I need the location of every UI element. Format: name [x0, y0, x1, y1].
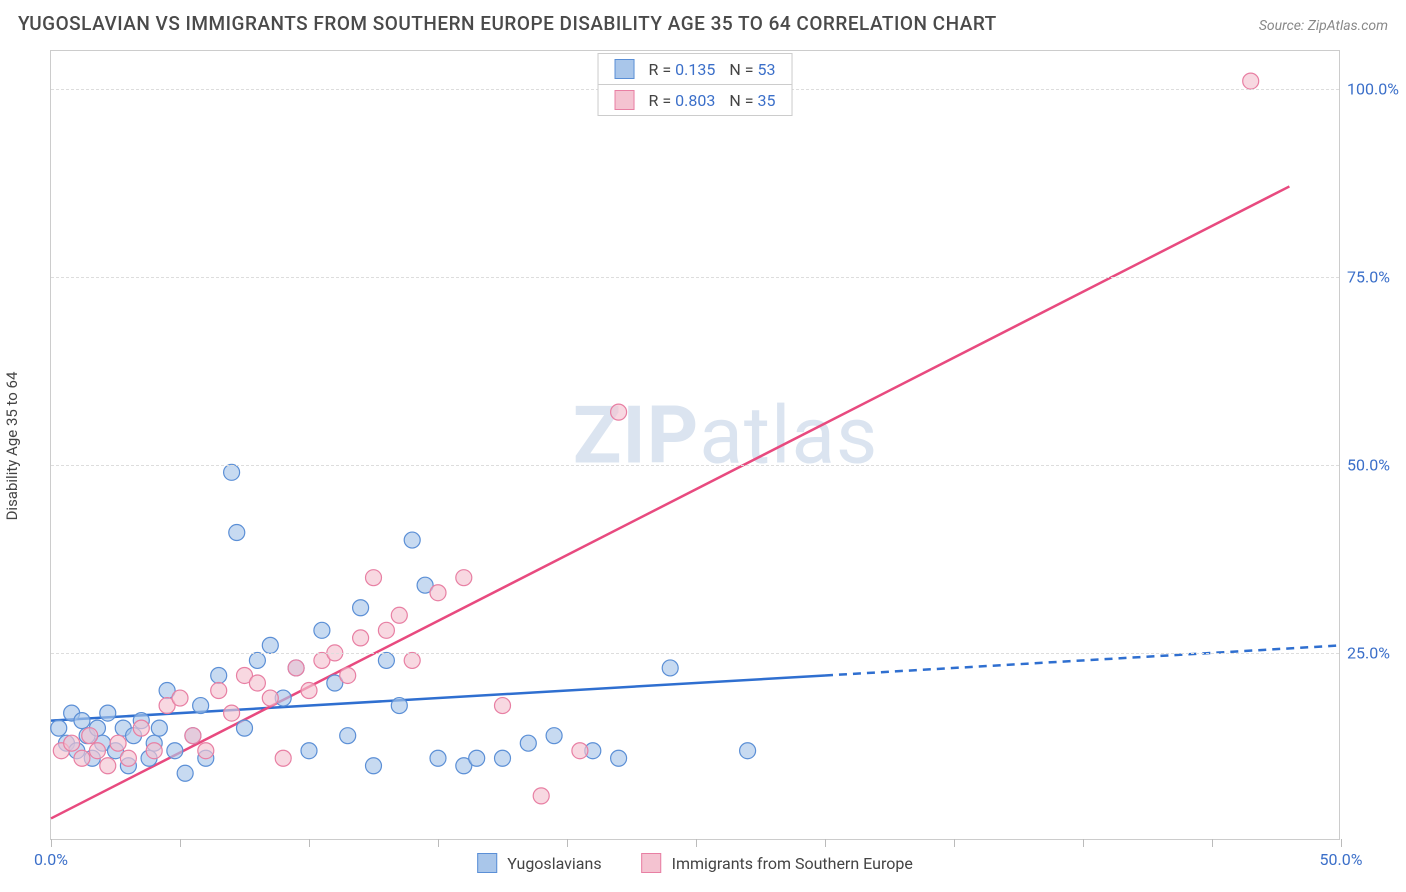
x-tick [1083, 839, 1084, 847]
legend-item-0: Yugoslavians [477, 853, 601, 873]
y-tick-label: 100.0% [1347, 79, 1406, 98]
chart-title: YUGOSLAVIAN VS IMMIGRANTS FROM SOUTHERN … [18, 12, 997, 35]
x-tick [180, 839, 181, 847]
source-attribution: Source: ZipAtlas.com [1259, 18, 1388, 34]
gridline [51, 277, 1339, 278]
legend-n-value: N =53 [729, 60, 775, 79]
legend-row-series-0: R =0.135 N =53 [599, 54, 792, 84]
legend-item-1: Immigrants from Southern Europe [642, 853, 913, 873]
gridline [51, 465, 1339, 466]
legend-n-value: N =35 [729, 91, 775, 110]
x-tick [954, 839, 955, 847]
legend-r-value: R =0.803 [649, 91, 716, 110]
legend-label: Yugoslavians [507, 854, 601, 873]
x-tick [825, 839, 826, 847]
x-tick-label: 0.0% [34, 850, 68, 869]
y-tick-label: 75.0% [1347, 267, 1406, 286]
correlation-legend: R =0.135 N =53 R =0.803 N =35 [598, 53, 793, 116]
scatter-svg [51, 51, 1339, 839]
x-tick [696, 839, 697, 847]
gridline [51, 653, 1339, 654]
x-tick [51, 839, 52, 847]
legend-swatch [615, 59, 635, 79]
y-tick-label: 25.0% [1347, 643, 1406, 662]
x-tick [438, 839, 439, 847]
legend-swatch [615, 90, 635, 110]
legend-swatch [642, 853, 662, 873]
legend-label: Immigrants from Southern Europe [672, 854, 913, 873]
series-legend: Yugoslavians Immigrants from Southern Eu… [477, 853, 913, 873]
y-tick-label: 50.0% [1347, 455, 1406, 474]
x-tick-label: 50.0% [1320, 850, 1363, 869]
x-tick [309, 839, 310, 847]
y-axis-label: Disability Age 35 to 64 [3, 372, 21, 521]
chart-plot-area: ZIPatlas R =0.135 N =53 R =0.803 N =35 Y… [50, 50, 1340, 840]
legend-swatch [477, 853, 497, 873]
x-tick [1212, 839, 1213, 847]
legend-row-series-1: R =0.803 N =35 [599, 84, 792, 115]
legend-r-value: R =0.135 [649, 60, 716, 79]
x-tick [567, 839, 568, 847]
x-tick [1341, 839, 1342, 847]
